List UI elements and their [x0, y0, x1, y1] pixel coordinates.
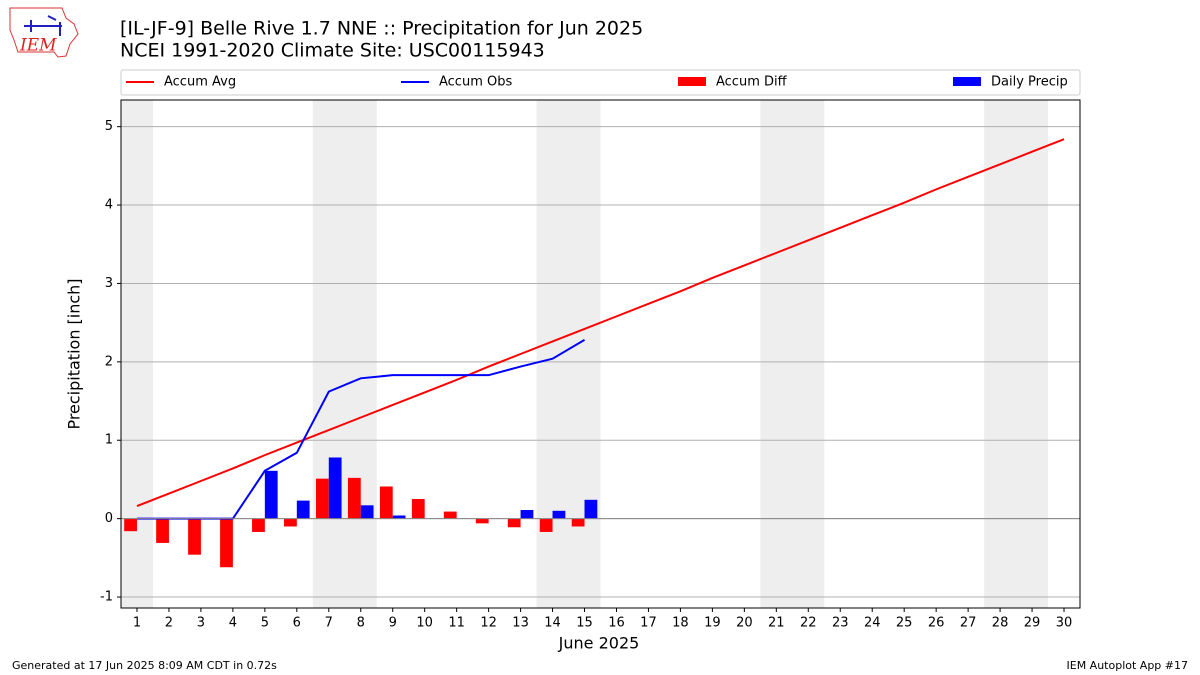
- bar: [539, 518, 553, 532]
- x-tick-label: 30: [1056, 616, 1073, 631]
- x-tick-label: 5: [261, 616, 269, 631]
- x-tick-label: 28: [992, 616, 1009, 631]
- x-tick-label: 15: [576, 616, 593, 631]
- bar: [475, 518, 489, 524]
- logo-icon: [24, 15, 62, 36]
- chart-title: [IL-JF-9] Belle Rive 1.7 NNE :: Precipit…: [120, 18, 643, 40]
- x-tick-label: 16: [608, 616, 625, 631]
- bar: [379, 486, 393, 519]
- x-tick-label: 18: [672, 616, 689, 631]
- x-tick-label: 29: [1024, 616, 1041, 631]
- y-tick-label: 0: [105, 511, 113, 526]
- bar: [347, 477, 361, 519]
- bar: [552, 510, 566, 519]
- x-tick-label: 23: [832, 616, 849, 631]
- x-tick-label: 1: [133, 616, 141, 631]
- bar: [520, 510, 534, 519]
- x-tick-label: 13: [512, 616, 529, 631]
- y-tick-label: 4: [105, 198, 113, 213]
- x-tick-label: 6: [293, 616, 301, 631]
- y-tick-label: 1: [105, 433, 113, 448]
- weekend-band: [760, 100, 825, 608]
- x-tick-label: 20: [736, 616, 753, 631]
- x-tick-label: 19: [704, 616, 721, 631]
- plot-frame: [120, 99, 1081, 609]
- logo-outline: [9, 7, 79, 58]
- x-tick-label: 10: [416, 616, 433, 631]
- bar: [264, 470, 278, 519]
- weekend-band: [121, 100, 153, 608]
- x-tick-label: 3: [197, 616, 205, 631]
- chart-subtitle: NCEI 1991-2020 Climate Site: USC00115943: [120, 40, 545, 62]
- legend-label: Accum Avg: [164, 75, 236, 90]
- y-axis-label: Precipitation [inch]: [65, 278, 84, 429]
- x-tick-label: 14: [544, 616, 561, 631]
- x-tick-label: 24: [864, 616, 881, 631]
- x-tick-label: 8: [357, 616, 365, 631]
- x-axis-label: June 2025: [558, 634, 640, 653]
- legend-label: Accum Diff: [716, 75, 788, 90]
- legend: [120, 69, 1081, 96]
- legend-swatch: [678, 77, 706, 86]
- x-tick-label: 2: [165, 616, 173, 631]
- y-tick-label: -1: [100, 590, 113, 605]
- x-tick-label: 9: [389, 616, 397, 631]
- logo: IEM: [9, 7, 79, 58]
- y-tick-label: 2: [105, 354, 113, 369]
- bar: [411, 499, 425, 519]
- logo-text: IEM: [19, 36, 57, 56]
- x-tick-label: 4: [229, 616, 237, 631]
- bar: [252, 518, 265, 532]
- bar: [124, 518, 137, 532]
- bar: [328, 457, 342, 519]
- weekend-band: [312, 100, 377, 608]
- x-tick-label: 22: [800, 616, 817, 631]
- legend-label: Daily Precip: [991, 75, 1068, 90]
- bar: [571, 518, 585, 527]
- x-tick-label: 7: [325, 616, 333, 631]
- bar: [584, 499, 598, 519]
- bar: [220, 518, 233, 568]
- bar: [392, 515, 406, 519]
- legend-swatch: [953, 77, 981, 86]
- bar: [360, 505, 374, 519]
- y-tick-label: 5: [105, 119, 113, 134]
- bar: [156, 518, 169, 543]
- x-tick-label: 12: [480, 616, 497, 631]
- legend-label: Accum Obs: [439, 75, 512, 90]
- y-tick-label: 3: [105, 276, 113, 291]
- x-tick-label: 27: [960, 616, 977, 631]
- footer-right: IEM Autoplot App #17: [1067, 659, 1189, 672]
- bar: [315, 478, 329, 519]
- bar: [284, 518, 297, 527]
- x-tick-label: 11: [448, 616, 465, 631]
- x-tick-label: 26: [928, 616, 945, 631]
- bar: [443, 511, 457, 519]
- x-tick-label: 21: [768, 616, 785, 631]
- bar: [188, 518, 201, 555]
- bar: [296, 500, 310, 519]
- line: [136, 138, 1065, 508]
- weekend-band: [984, 100, 1049, 608]
- footer-left: Generated at 17 Jun 2025 8:09 AM CDT in …: [12, 659, 277, 672]
- bar: [507, 518, 521, 528]
- x-tick-label: 25: [896, 616, 913, 631]
- x-tick-label: 17: [640, 616, 657, 631]
